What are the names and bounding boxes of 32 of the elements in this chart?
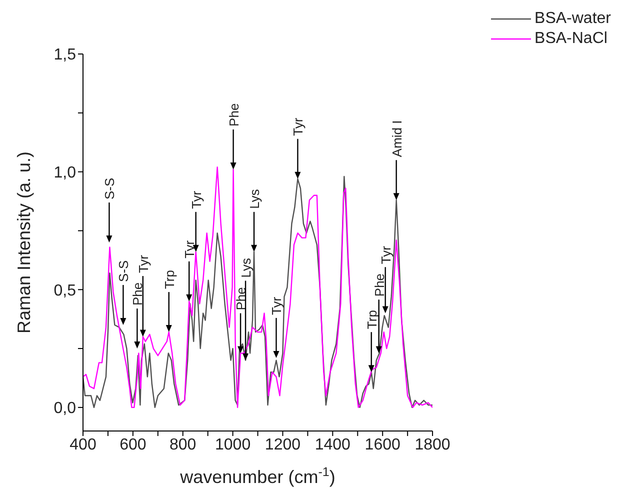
y-tick-label: 1,5: [54, 46, 76, 64]
annotation: Lys: [238, 257, 254, 278]
annotation: Tyr: [378, 245, 394, 264]
x-tick-label: 1800: [414, 436, 450, 454]
x-tick-label: 1600: [364, 436, 400, 454]
x-tick-label: 600: [120, 436, 146, 454]
annotation: Amid I: [389, 120, 404, 158]
x-tick-label: 400: [70, 436, 96, 454]
annotation: Phe: [130, 282, 146, 306]
y-tick-label: 0,5: [54, 282, 76, 300]
annotation: Tyr: [269, 296, 284, 315]
annotation: Lys: [247, 188, 262, 209]
legend-label: BSA-water: [534, 10, 611, 28]
x-axis-title: wavenumber (cm$^{-1}$): [179, 465, 336, 487]
legend-label: BSA-NaCl: [534, 30, 608, 48]
x-tick-label: 1400: [314, 436, 351, 454]
annotation: S-S: [116, 260, 132, 282]
x-tick-label: 1000: [215, 436, 251, 454]
annotation: Tyr: [188, 190, 204, 209]
annotation: Tyr: [290, 117, 306, 136]
annotation: Trp: [162, 270, 177, 290]
annotation: S-S: [102, 178, 118, 200]
annotation: Phe: [372, 273, 387, 297]
x-tick-label: 800: [170, 436, 196, 454]
annotation: Trp: [364, 310, 380, 330]
y-tick-label: 0,0: [54, 400, 76, 418]
x-tick-label: 1200: [264, 436, 301, 454]
y-axis-title: Raman Intensity (a. u.): [14, 151, 34, 334]
annotation: Phe: [226, 103, 242, 126]
y-tick-label: 1,0: [54, 164, 76, 182]
annotation: Tyr: [136, 254, 151, 274]
annotation: Phe: [234, 287, 249, 310]
